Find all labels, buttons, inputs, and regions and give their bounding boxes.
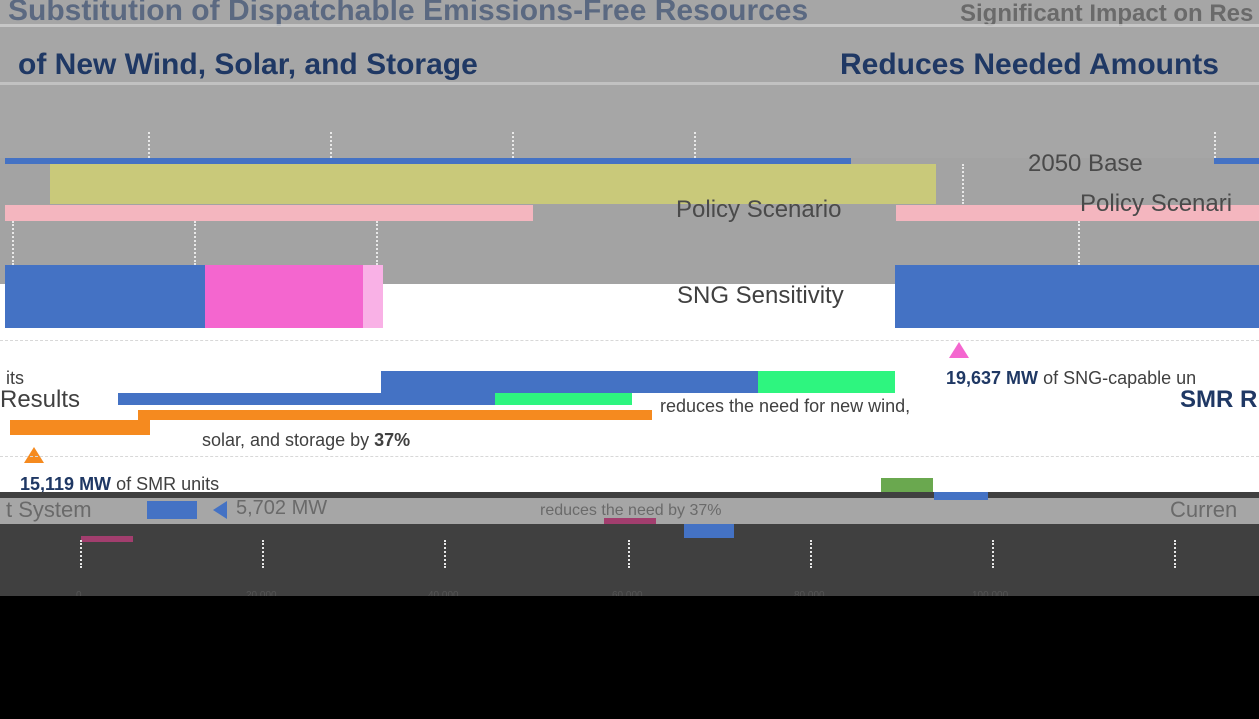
label-current-system: t System [6,497,92,522]
axis-tick-5: 100,000 [972,590,1008,601]
slide-title-right: Significant Impact on Res [960,0,1254,27]
axis-tick-1: 20,000 [246,590,277,601]
gridline [148,132,150,158]
label-base-scenario: 2050 Base [1028,150,1143,177]
label-results-left: its [6,368,24,388]
label-policy-scenario: Policy Scenario [676,196,842,223]
gridline [12,221,14,265]
bottom-black-region [0,596,1259,719]
bar-wind-results [381,371,758,393]
sng-band-grey-top [383,265,894,284]
bar-sng-light [363,265,383,328]
arrow-left-icon [213,501,227,519]
label-results-heading: Results [0,386,81,413]
bar-wind-current-2 [934,492,988,500]
bar-other-green [881,478,933,492]
label-reduces-short: reduces the need by 37% [540,502,722,519]
bar-smr-results [138,410,652,420]
gridline [628,540,630,568]
label-current-right: Curren [1170,497,1238,522]
bar-offshore-results [758,371,895,393]
smr-units-text: of SMR units [116,474,220,494]
title-underline [0,24,1259,27]
bar-wind-sng [5,265,205,328]
smr-reduces-pct: 37% [374,430,411,450]
bar-sng-sng [205,265,363,328]
bar-storage-base-right [896,205,1259,221]
bar-wind-base-right [1214,158,1259,164]
bar-wind-base [5,158,851,164]
axis-tick-4: 80,000 [794,590,825,601]
sng-units-text: of SNG-capable un [1043,368,1197,388]
gridline [694,132,696,158]
title-underline-2 [0,82,1259,85]
gridline [512,132,514,158]
gridline [194,221,196,265]
gridline [1174,540,1176,568]
gridline [1078,221,1080,265]
axis-tick-0: 0 [76,590,82,601]
axis-tick-3: 60,000 [612,590,643,601]
label-smr-units: 15,119 MW of SMR units [20,474,219,495]
smr-marker-icon [24,447,44,463]
bar-maroon-current-2 [81,536,133,542]
bar-wind-results-2 [118,393,495,405]
label-policy-scenario-right: Policy Scenari [1080,190,1233,217]
gridline [330,132,332,158]
sng-units-value: 19,637 MW [946,368,1039,388]
label-sng-sensitivity: SNG Sensitivity [677,282,844,309]
label-smr-right: SMR R [1180,386,1258,413]
bar-maroon-current [604,518,656,524]
bar-storage-base-left [5,205,533,221]
slide-title-right-2: Reduces Needed Amounts [840,48,1219,81]
gridline [444,540,446,568]
axis-tick-2: 40,000 [428,590,459,601]
smr-units-value: 15,119 MW [20,474,112,494]
label-smr-reduces-line-2: solar, and storage by 37% [202,430,410,451]
bar-wind-current-3 [684,524,734,538]
gridline [1214,132,1216,158]
label-smr-reduces-line-1: reduces the need for new wind, [660,396,911,416]
slide-title-line-2: of New Wind, Solar, and Storage [18,48,478,81]
label-sng-units: 19,637 MW of SNG-capable un [946,368,1196,389]
label-mw-value: 5,702 MW [236,497,328,519]
gridline [992,540,994,568]
bar-smr-results-left [10,420,150,435]
gridline [962,164,964,204]
gridline [810,540,812,568]
gridline-h [0,340,1259,341]
gridline [80,540,82,568]
bar-offshore-results-2 [495,393,632,405]
bar-wind-current [147,501,197,519]
gridline [376,221,378,265]
bar-solar-base [50,164,936,204]
slide-title-line-1: Substitution of Dispatchable Emissions-F… [8,0,809,27]
sng-marker-icon [949,342,969,358]
gridline-h [0,456,1259,457]
gridline [262,540,264,568]
smr-reduces-prefix: solar, and storage by [202,430,375,450]
bar-wind-sng-right [895,265,1259,328]
